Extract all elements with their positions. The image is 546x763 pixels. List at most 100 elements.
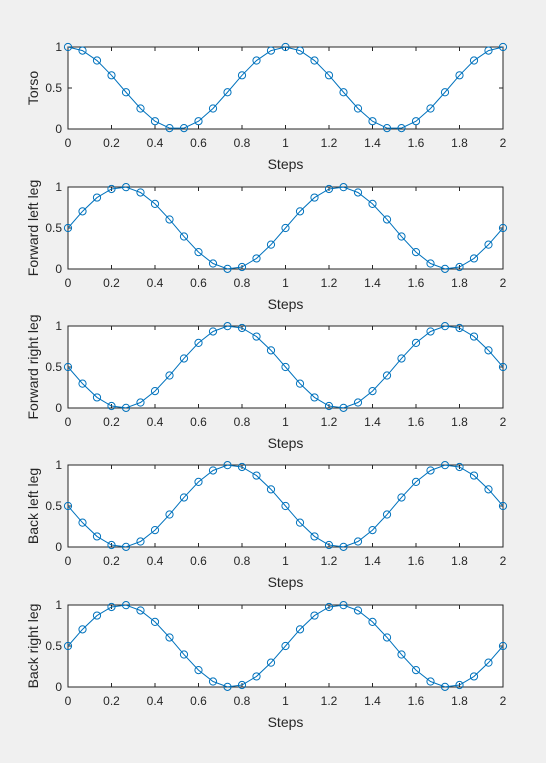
x-tick-label: 1 xyxy=(282,554,289,568)
x-tick-label: 1.4 xyxy=(364,415,381,429)
data-point xyxy=(295,518,305,527)
data-point xyxy=(150,526,160,535)
data-point xyxy=(324,401,334,411)
data-point xyxy=(208,104,218,113)
y-tick-label: 0.5 xyxy=(45,499,62,513)
data-point xyxy=(498,223,508,233)
y-tick-label: 0 xyxy=(55,680,62,694)
x-tick-label: 0.6 xyxy=(190,554,207,568)
data-point xyxy=(353,188,363,197)
data-point xyxy=(426,327,435,336)
x-tick-label: 0.2 xyxy=(103,554,120,568)
x-tick-label: 0.2 xyxy=(103,415,120,429)
data-point xyxy=(107,602,116,612)
data-point xyxy=(121,183,131,192)
data-point xyxy=(353,398,363,407)
data-point xyxy=(281,641,290,651)
x-tick-label: 0.6 xyxy=(190,694,207,708)
data-point xyxy=(107,540,116,550)
x-tick-label: 1.8 xyxy=(451,415,468,429)
data-point xyxy=(295,207,305,216)
x-tick-label: 1.8 xyxy=(451,136,468,150)
data-point xyxy=(78,625,87,634)
x-axis-label: Steps xyxy=(268,296,304,312)
data-point xyxy=(252,672,261,681)
x-tick-label: 1.2 xyxy=(321,276,338,290)
y-axis-label: Back right leg xyxy=(25,604,41,689)
data-point xyxy=(150,117,160,126)
x-tick-label: 0.8 xyxy=(234,276,251,290)
data-point xyxy=(63,501,73,511)
data-point xyxy=(237,262,247,272)
x-tick-label: 1 xyxy=(282,276,289,290)
y-tick-label: 1 xyxy=(55,458,62,472)
data-point xyxy=(397,650,406,659)
data-point xyxy=(266,485,276,494)
data-point xyxy=(194,248,203,257)
x-tick-label: 1.4 xyxy=(364,554,381,568)
data-point xyxy=(339,403,348,412)
data-point xyxy=(469,471,479,480)
x-tick-label: 1.6 xyxy=(408,694,425,708)
data-point xyxy=(353,104,363,113)
data-point xyxy=(426,677,435,686)
data-point xyxy=(266,346,276,355)
data-point xyxy=(469,56,479,65)
y-axis-label: Back left leg xyxy=(25,468,41,544)
data-point xyxy=(411,338,421,347)
y-axis-label: Forward left leg xyxy=(25,180,41,276)
data-point xyxy=(179,232,189,241)
data-point xyxy=(63,42,73,52)
data-point xyxy=(266,46,276,55)
data-point xyxy=(440,88,450,97)
data-point xyxy=(353,537,363,546)
data-point xyxy=(382,371,392,380)
data-point xyxy=(179,354,189,363)
data-point xyxy=(121,403,131,412)
series-line xyxy=(67,46,504,129)
data-point xyxy=(368,617,377,626)
y-tick-label: 0 xyxy=(55,401,62,415)
y-tick-label: 0.5 xyxy=(45,81,62,95)
data-point xyxy=(368,387,377,396)
data-point xyxy=(426,104,435,113)
data-point xyxy=(397,493,406,502)
data-point xyxy=(179,124,189,133)
data-point xyxy=(310,56,319,65)
data-point xyxy=(324,71,334,80)
x-axis-label: Steps xyxy=(268,574,304,590)
data-point xyxy=(223,682,232,691)
data-point xyxy=(194,338,203,347)
x-tick-label: 0.6 xyxy=(190,136,207,150)
data-point xyxy=(469,672,479,681)
data-point xyxy=(411,666,421,675)
data-point xyxy=(339,88,348,97)
data-point xyxy=(150,617,160,626)
data-point xyxy=(295,625,305,634)
x-tick-label: 0.4 xyxy=(147,694,164,708)
x-tick-label: 0.6 xyxy=(190,276,207,290)
subplot-4: 0 0.2 0.4 0.6 0.8 1 1.2 1.4 1.6 1.8 2 0 0.5 1 Steps Bac… xyxy=(25,458,508,590)
data-point xyxy=(310,393,319,402)
data-point xyxy=(455,262,464,272)
data-point xyxy=(92,56,102,65)
data-point xyxy=(440,682,450,691)
data-point xyxy=(440,264,450,273)
data-point xyxy=(92,611,102,620)
data-point xyxy=(281,362,290,372)
data-point xyxy=(498,362,508,372)
data-point xyxy=(353,606,363,615)
x-tick-label: 1.8 xyxy=(451,276,468,290)
x-tick-label: 0.2 xyxy=(103,694,120,708)
y-tick-label: 0.5 xyxy=(45,360,62,374)
data-point xyxy=(121,601,131,610)
x-tick-label: 0.6 xyxy=(190,415,207,429)
data-point xyxy=(339,542,348,551)
x-tick-label: 1 xyxy=(282,694,289,708)
data-point xyxy=(266,240,276,249)
x-tick-label: 0 xyxy=(65,276,72,290)
data-point xyxy=(397,124,406,133)
x-tick-label: 0.8 xyxy=(234,136,251,150)
data-point xyxy=(411,117,421,126)
x-tick-label: 1.2 xyxy=(321,694,338,708)
